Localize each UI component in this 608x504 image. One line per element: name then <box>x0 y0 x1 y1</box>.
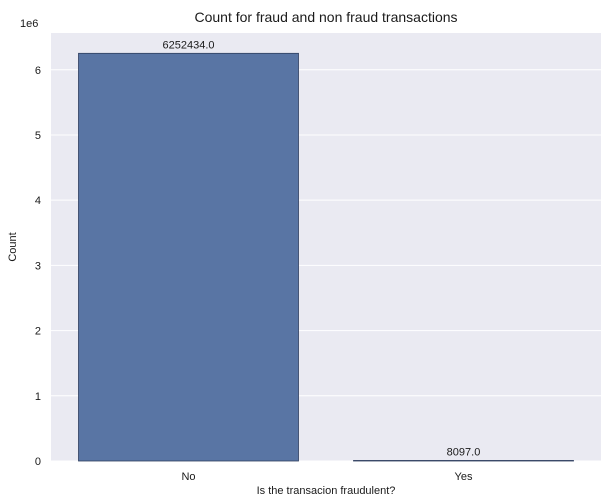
x-axis-ticks: No Yes <box>181 471 472 483</box>
y-tick-label: 6 <box>35 65 41 77</box>
bar-yes <box>353 460 574 462</box>
x-axis-label: Is the transacion fraudulent? <box>257 485 396 497</box>
x-tick-label: No <box>181 471 195 483</box>
y-axis-offset: 1e6 <box>20 18 38 30</box>
chart-title: Count for fraud and non fraud transactio… <box>194 9 457 25</box>
data-label: 8097.0 <box>447 446 481 458</box>
bars-group <box>78 52 574 462</box>
data-labels: 6252434.0 8097.0 <box>163 39 481 458</box>
y-tick-label: 4 <box>35 195 41 207</box>
y-tick-label: 5 <box>35 130 41 142</box>
bar-no <box>78 52 299 462</box>
y-tick-label: 0 <box>35 456 41 468</box>
y-axis-ticks: 0 1 2 3 4 5 6 <box>35 65 41 468</box>
y-tick-label: 3 <box>35 260 41 272</box>
y-tick-label: 2 <box>35 326 41 338</box>
y-axis-label: Count <box>7 232 19 261</box>
data-label: 6252434.0 <box>163 39 215 51</box>
y-tick-label: 1 <box>35 391 41 403</box>
x-tick-label: Yes <box>455 471 473 483</box>
